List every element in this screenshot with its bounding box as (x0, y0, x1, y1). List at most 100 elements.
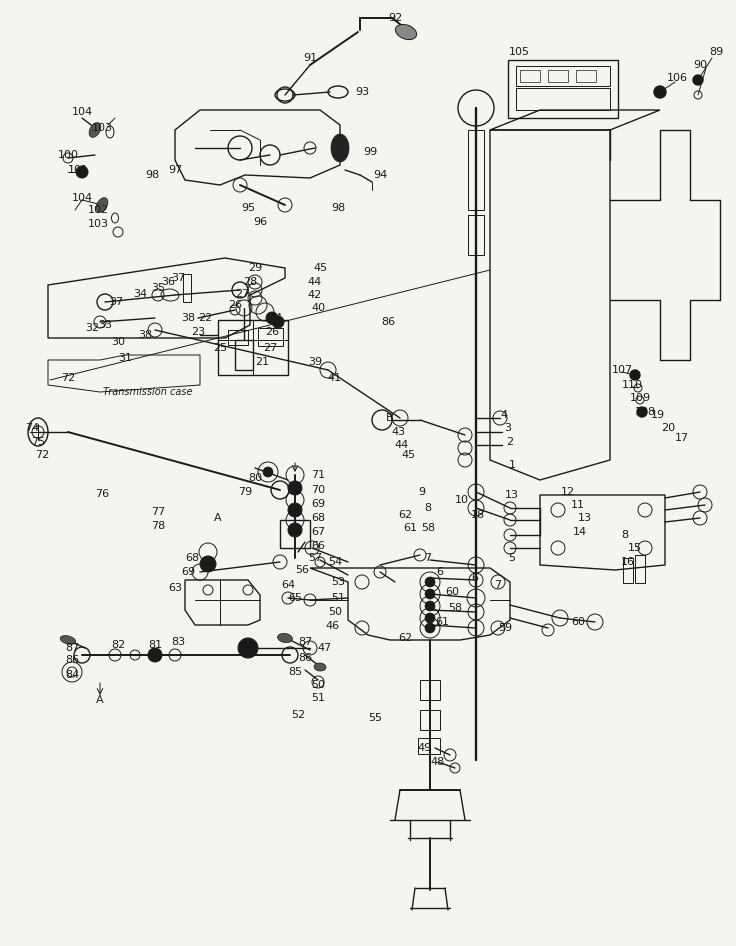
Text: 40: 40 (311, 303, 325, 313)
Text: 99: 99 (363, 147, 377, 157)
Bar (258, 328, 283, 346)
Text: 19: 19 (651, 410, 665, 420)
Text: 65: 65 (288, 593, 302, 603)
Text: 75: 75 (31, 437, 45, 447)
Circle shape (272, 316, 284, 328)
Bar (235, 340, 253, 370)
Text: 55: 55 (368, 713, 382, 723)
Text: 18: 18 (471, 510, 485, 520)
Text: 66: 66 (311, 541, 325, 551)
Text: 23: 23 (191, 327, 205, 337)
Text: 84: 84 (65, 670, 79, 680)
Ellipse shape (277, 634, 292, 642)
Bar (420, 680, 440, 700)
Text: 91: 91 (303, 53, 317, 63)
Text: 93: 93 (355, 87, 369, 97)
Bar (576, 70, 596, 82)
Bar (516, 88, 610, 110)
Circle shape (288, 523, 302, 537)
Circle shape (148, 648, 162, 662)
Text: 64: 64 (281, 580, 295, 590)
Text: A: A (214, 513, 222, 523)
Text: 87: 87 (65, 643, 79, 653)
Circle shape (693, 75, 703, 85)
Text: 56: 56 (295, 565, 309, 575)
Text: 37: 37 (171, 273, 185, 283)
Text: 72: 72 (35, 450, 49, 460)
Circle shape (630, 370, 640, 380)
Text: 79: 79 (238, 487, 252, 497)
Text: 107: 107 (612, 365, 632, 375)
Bar (468, 215, 484, 255)
Text: 45: 45 (313, 263, 327, 273)
Text: 108: 108 (634, 407, 656, 417)
Text: 67: 67 (311, 527, 325, 537)
Circle shape (288, 481, 302, 495)
Text: 6: 6 (436, 567, 444, 577)
Bar (218, 320, 288, 375)
Circle shape (200, 556, 216, 572)
Text: 45: 45 (401, 450, 415, 460)
Text: 96: 96 (253, 217, 267, 227)
Text: 17: 17 (675, 433, 689, 443)
Circle shape (425, 613, 435, 623)
Text: 27: 27 (263, 343, 277, 353)
Text: 57: 57 (308, 553, 322, 563)
Text: 61: 61 (403, 523, 417, 533)
Text: 13: 13 (578, 513, 592, 523)
Text: 50: 50 (328, 607, 342, 617)
Text: 26: 26 (228, 300, 242, 310)
Text: 103: 103 (91, 123, 113, 133)
Text: 68: 68 (311, 513, 325, 523)
Text: 63: 63 (168, 583, 182, 593)
Text: 92: 92 (388, 13, 402, 23)
Ellipse shape (60, 636, 76, 644)
Text: 51: 51 (331, 593, 345, 603)
Circle shape (425, 589, 435, 599)
Text: 104: 104 (71, 193, 93, 203)
Text: 8: 8 (425, 503, 431, 513)
Text: 28: 28 (243, 277, 257, 287)
Text: 78: 78 (151, 521, 165, 531)
Text: 60: 60 (571, 617, 585, 627)
Circle shape (637, 407, 647, 417)
Text: 44: 44 (395, 440, 409, 450)
Text: 94: 94 (373, 170, 387, 180)
Text: 51: 51 (311, 693, 325, 703)
Text: 41: 41 (328, 373, 342, 383)
Circle shape (266, 312, 278, 324)
Text: 100: 100 (57, 150, 79, 160)
Text: 29: 29 (248, 263, 262, 273)
Text: 14: 14 (573, 527, 587, 537)
Text: 38: 38 (138, 330, 152, 340)
Text: 58: 58 (448, 603, 462, 613)
Text: Transmission case: Transmission case (103, 387, 193, 397)
Text: 15: 15 (628, 543, 642, 553)
Text: 62: 62 (398, 633, 412, 643)
Text: 22: 22 (198, 313, 212, 323)
Text: 97: 97 (168, 165, 182, 175)
Text: B: B (386, 413, 394, 423)
Text: 54: 54 (328, 557, 342, 567)
Text: 86: 86 (65, 655, 79, 665)
Text: 98: 98 (145, 170, 159, 180)
Text: 103: 103 (88, 219, 108, 229)
Text: 83: 83 (171, 637, 185, 647)
Text: 60: 60 (445, 587, 459, 597)
Ellipse shape (89, 123, 101, 137)
Text: 16: 16 (621, 557, 635, 567)
Text: 69: 69 (311, 499, 325, 509)
Text: 70: 70 (311, 485, 325, 495)
Circle shape (425, 623, 435, 633)
Text: 59: 59 (498, 623, 512, 633)
Bar (280, 520, 310, 548)
Text: 81: 81 (148, 640, 162, 650)
Bar (635, 555, 645, 583)
Bar (468, 130, 484, 210)
Text: 109: 109 (629, 393, 651, 403)
Text: 50: 50 (311, 680, 325, 690)
Text: 90: 90 (693, 60, 707, 70)
Text: 7: 7 (495, 580, 501, 590)
Text: 3: 3 (504, 423, 512, 433)
Text: 86: 86 (298, 653, 312, 663)
